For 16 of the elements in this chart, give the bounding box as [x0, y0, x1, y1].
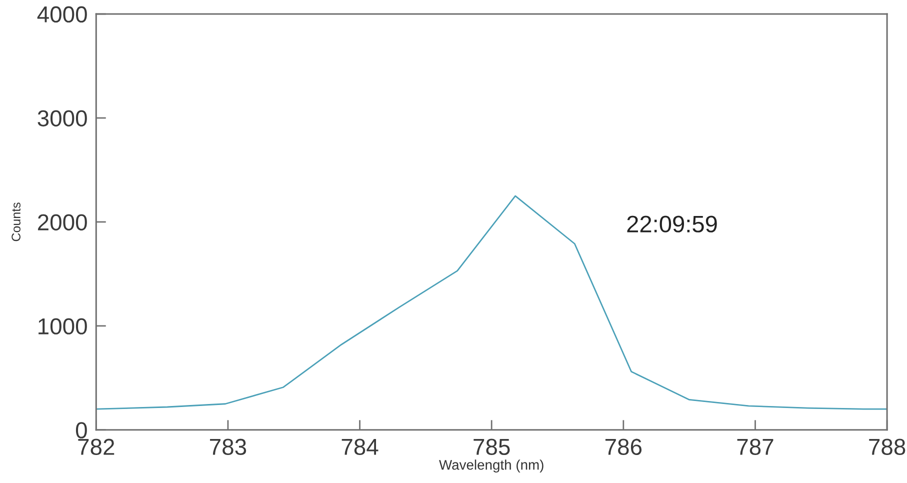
y-axis-title: Counts	[12, 202, 20, 242]
x-axis-title: Wavelength (nm)	[439, 460, 544, 473]
y-tick-label: 2000	[38, 214, 87, 230]
annotation: 22:09:59	[627, 216, 717, 232]
y-tick-label: 1000	[38, 318, 87, 334]
x-tick-label: 787	[737, 438, 774, 456]
y-tick-label: 3000	[38, 110, 87, 126]
x-tick-label: 788	[869, 438, 906, 456]
x-tick-label: 786	[605, 438, 642, 456]
x-tick-label: 785	[474, 438, 510, 456]
x-tick-label: 784	[342, 438, 378, 456]
x-tick-label: 783	[210, 438, 246, 456]
x-tick-label: 782	[78, 438, 114, 456]
y-tick-label: 0	[76, 422, 87, 438]
line-series	[96, 195, 888, 410]
y-tick-label: 4000	[37, 6, 87, 23]
